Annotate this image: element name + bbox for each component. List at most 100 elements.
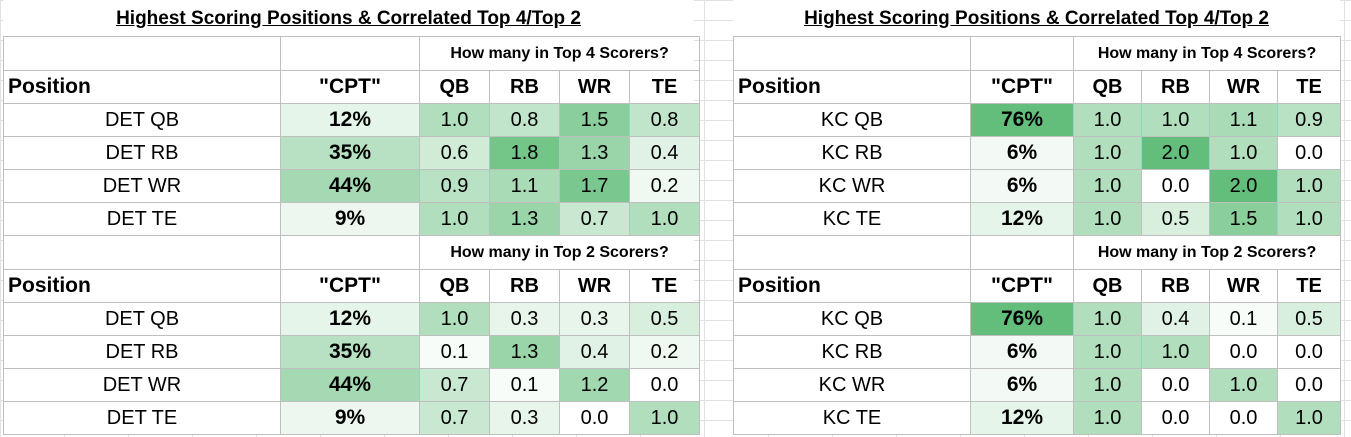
- cpt-cell[interactable]: 35%: [280, 335, 420, 369]
- position-cell[interactable]: KC TE: [733, 401, 971, 435]
- value-cell[interactable]: 1.0: [1073, 202, 1142, 236]
- column-header[interactable]: RB: [1141, 70, 1210, 104]
- cpt-cell[interactable]: 12%: [280, 103, 420, 137]
- cpt-cell[interactable]: 76%: [970, 302, 1074, 336]
- column-header[interactable]: TE: [628, 70, 701, 104]
- value-cell[interactable]: 1.1: [1209, 103, 1278, 137]
- column-header[interactable]: QB: [419, 269, 490, 303]
- question-header[interactable]: How many in Top 4 Scorers?: [1072, 36, 1342, 71]
- cpt-header[interactable]: "CPT": [970, 269, 1074, 303]
- position-cell[interactable]: DET WR: [3, 368, 281, 402]
- cpt-cell[interactable]: 12%: [970, 401, 1074, 435]
- value-cell[interactable]: 0.3: [559, 302, 630, 336]
- cpt-cell[interactable]: 44%: [280, 169, 420, 203]
- empty-cell[interactable]: [3, 36, 281, 71]
- cpt-cell[interactable]: 76%: [970, 103, 1074, 137]
- value-cell[interactable]: 1.0: [1276, 202, 1342, 236]
- value-cell[interactable]: 0.7: [419, 368, 490, 402]
- position-cell[interactable]: KC WR: [733, 169, 971, 203]
- empty-cell[interactable]: [733, 36, 971, 71]
- column-header[interactable]: WR: [559, 269, 630, 303]
- cpt-cell[interactable]: 6%: [970, 136, 1074, 170]
- value-cell[interactable]: 1.3: [489, 335, 560, 369]
- empty-cell[interactable]: [280, 36, 420, 71]
- value-cell[interactable]: 0.3: [489, 401, 560, 435]
- value-cell[interactable]: 0.1: [489, 368, 560, 402]
- position-cell[interactable]: KC QB: [733, 302, 971, 336]
- value-cell[interactable]: 0.0: [1276, 335, 1342, 369]
- column-header[interactable]: TE: [1276, 70, 1342, 104]
- value-cell[interactable]: 0.6: [419, 136, 490, 170]
- empty-cell[interactable]: [3, 235, 281, 270]
- value-cell[interactable]: 0.0: [1141, 401, 1210, 435]
- column-header[interactable]: RB: [1141, 269, 1210, 303]
- value-cell[interactable]: 0.0: [1276, 368, 1342, 402]
- value-cell[interactable]: 1.0: [628, 401, 701, 435]
- cpt-header[interactable]: "CPT": [280, 269, 420, 303]
- value-cell[interactable]: 2.0: [1209, 169, 1278, 203]
- value-cell[interactable]: 0.1: [419, 335, 490, 369]
- value-cell[interactable]: 1.0: [419, 103, 490, 137]
- value-cell[interactable]: 0.0: [1276, 136, 1342, 170]
- position-cell[interactable]: KC QB: [733, 103, 971, 137]
- value-cell[interactable]: 1.0: [1073, 136, 1142, 170]
- column-header[interactable]: TE: [628, 269, 701, 303]
- cpt-cell[interactable]: 12%: [280, 302, 420, 336]
- value-cell[interactable]: 1.1: [489, 169, 560, 203]
- cpt-cell[interactable]: 35%: [280, 136, 420, 170]
- cpt-cell[interactable]: 44%: [280, 368, 420, 402]
- value-cell[interactable]: 1.0: [1141, 335, 1210, 369]
- position-header[interactable]: Position: [733, 70, 971, 104]
- empty-cell[interactable]: [970, 36, 1074, 71]
- value-cell[interactable]: 0.4: [559, 335, 630, 369]
- value-cell[interactable]: 0.2: [628, 335, 701, 369]
- question-header[interactable]: How many in Top 4 Scorers?: [418, 36, 701, 71]
- position-cell[interactable]: KC TE: [733, 202, 971, 236]
- value-cell[interactable]: 1.0: [1073, 335, 1142, 369]
- question-header[interactable]: How many in Top 2 Scorers?: [418, 235, 701, 270]
- empty-cell[interactable]: [970, 235, 1074, 270]
- column-header[interactable]: QB: [419, 70, 490, 104]
- value-cell[interactable]: 1.5: [1209, 202, 1278, 236]
- cpt-header[interactable]: "CPT": [280, 70, 420, 104]
- column-header[interactable]: RB: [489, 70, 560, 104]
- value-cell[interactable]: 0.9: [1276, 103, 1342, 137]
- value-cell[interactable]: 0.5: [1141, 202, 1210, 236]
- value-cell[interactable]: 0.1: [1209, 302, 1278, 336]
- empty-cell[interactable]: [733, 235, 971, 270]
- value-cell[interactable]: 1.0: [1073, 169, 1142, 203]
- value-cell[interactable]: 0.0: [1141, 368, 1210, 402]
- column-header[interactable]: WR: [1209, 70, 1278, 104]
- value-cell[interactable]: 1.0: [1209, 136, 1278, 170]
- question-header[interactable]: How many in Top 2 Scorers?: [1072, 235, 1342, 270]
- position-header[interactable]: Position: [3, 269, 281, 303]
- value-cell[interactable]: 0.7: [559, 202, 630, 236]
- column-header[interactable]: TE: [1276, 269, 1342, 303]
- column-header[interactable]: WR: [559, 70, 630, 104]
- position-cell[interactable]: DET TE: [3, 202, 281, 236]
- value-cell[interactable]: 1.0: [628, 202, 701, 236]
- value-cell[interactable]: 1.0: [1209, 368, 1278, 402]
- value-cell[interactable]: 0.8: [489, 103, 560, 137]
- position-cell[interactable]: KC WR: [733, 368, 971, 402]
- value-cell[interactable]: 0.5: [628, 302, 701, 336]
- position-header[interactable]: Position: [733, 269, 971, 303]
- column-header[interactable]: QB: [1073, 269, 1142, 303]
- value-cell[interactable]: 1.5: [559, 103, 630, 137]
- value-cell[interactable]: 1.0: [419, 202, 490, 236]
- empty-cell[interactable]: [280, 235, 420, 270]
- position-cell[interactable]: KC RB: [733, 335, 971, 369]
- value-cell[interactable]: 0.4: [628, 136, 701, 170]
- value-cell[interactable]: 1.0: [419, 302, 490, 336]
- value-cell[interactable]: 0.2: [628, 169, 701, 203]
- value-cell[interactable]: 1.3: [559, 136, 630, 170]
- cpt-cell[interactable]: 9%: [280, 202, 420, 236]
- value-cell[interactable]: 0.0: [628, 368, 701, 402]
- position-cell[interactable]: KC RB: [733, 136, 971, 170]
- cpt-cell[interactable]: 6%: [970, 169, 1074, 203]
- position-cell[interactable]: DET RB: [3, 335, 281, 369]
- column-header[interactable]: WR: [1209, 269, 1278, 303]
- value-cell[interactable]: 2.0: [1141, 136, 1210, 170]
- value-cell[interactable]: 1.0: [1141, 103, 1210, 137]
- value-cell[interactable]: 1.2: [559, 368, 630, 402]
